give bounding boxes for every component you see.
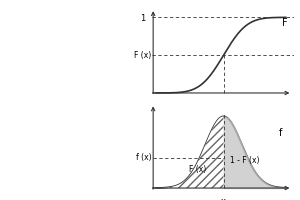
Text: F (x): F (x) [134,51,152,60]
Text: F (x): F (x) [189,165,207,174]
Text: F: F [282,18,287,28]
Text: f: f [279,128,283,138]
Text: f (x): f (x) [136,153,152,162]
Text: 1 - F (x): 1 - F (x) [230,156,260,165]
